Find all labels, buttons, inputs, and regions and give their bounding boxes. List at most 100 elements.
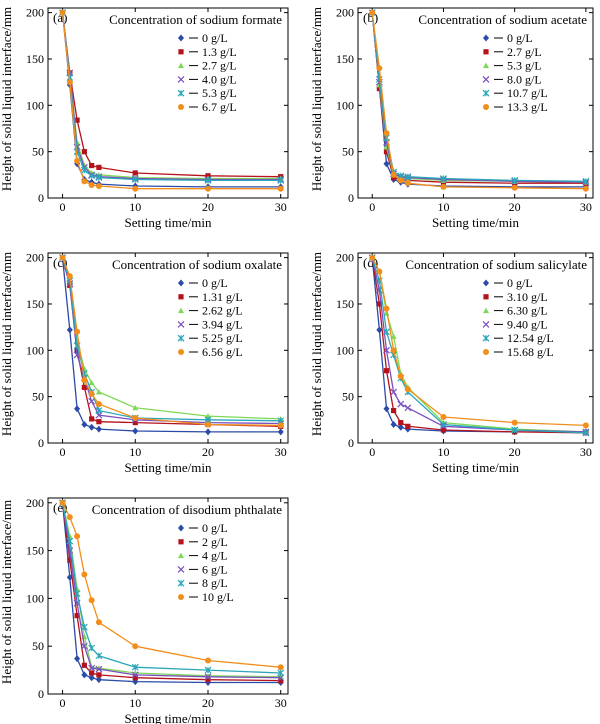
data-point bbox=[205, 185, 211, 192]
plot-frame bbox=[47, 252, 289, 444]
data-point bbox=[511, 419, 518, 426]
chart-panel-2: 0 10 20 30 0 50 100 150 200 Setting time/min Heigh… bbox=[309, 6, 594, 230]
data-point bbox=[80, 623, 88, 631]
data-point bbox=[376, 65, 383, 72]
x-tick-label: 0 bbox=[60, 200, 66, 214]
legend-marker bbox=[178, 62, 184, 69]
y-tick-label: 150 bbox=[26, 297, 44, 311]
chart-panel-5: 0 10 20 30 0 50 100 150 200 Setting time/min Heigh… bbox=[0, 496, 289, 724]
data-point bbox=[440, 183, 447, 190]
legend: 0 g/L2.7 g/L5.3 g/L8.0 g/L10.7 g/L13.3 g… bbox=[482, 31, 548, 114]
data-point bbox=[88, 423, 95, 431]
data-point bbox=[397, 177, 404, 184]
legend-label: 2.62 g/L bbox=[202, 304, 243, 318]
y-tick-label: 0 bbox=[38, 191, 44, 205]
data-point bbox=[88, 664, 96, 672]
legend-marker bbox=[177, 75, 185, 83]
data-point bbox=[80, 166, 88, 174]
x-tick-label: 0 bbox=[369, 200, 375, 214]
data-point bbox=[383, 368, 390, 374]
data-point bbox=[582, 185, 589, 192]
data-point bbox=[96, 419, 102, 425]
data-point bbox=[95, 665, 103, 673]
legend-label: 6 g/L bbox=[202, 562, 228, 576]
legend-label: 8 g/L bbox=[202, 576, 228, 590]
y-tick-label: 0 bbox=[348, 436, 354, 450]
data-point bbox=[383, 328, 390, 336]
legend-label: 5.3 g/L bbox=[202, 86, 237, 100]
legend-label: 2 g/L bbox=[202, 535, 228, 549]
data-point bbox=[404, 180, 411, 187]
data-point bbox=[88, 397, 96, 405]
y-axis-label: Height of solid liquid interface/mm bbox=[0, 500, 14, 684]
data-point bbox=[59, 254, 66, 261]
data-point bbox=[73, 148, 81, 156]
legend-marker bbox=[482, 320, 490, 328]
legend-label: 12.54 g/L bbox=[507, 331, 554, 345]
legend: 0 g/L1.3 g/L2.7 g/L4.0 g/L5.3 g/L6.7 g/L bbox=[177, 31, 237, 114]
data-point bbox=[67, 557, 73, 563]
series-line bbox=[61, 502, 281, 684]
series-line bbox=[61, 12, 281, 182]
legend-label: 6.56 g/L bbox=[202, 345, 243, 359]
series-2 bbox=[59, 10, 284, 180]
x-tick-label: 30 bbox=[275, 696, 287, 710]
data-point bbox=[277, 669, 285, 677]
series-1 bbox=[369, 9, 589, 191]
data-point bbox=[81, 149, 87, 155]
data-point bbox=[205, 413, 211, 419]
data-point bbox=[95, 676, 102, 684]
series-line bbox=[371, 12, 586, 188]
series-4 bbox=[59, 9, 285, 183]
legend-label: 15.68 g/L bbox=[507, 345, 554, 359]
data-point bbox=[376, 326, 383, 334]
data-point bbox=[88, 182, 95, 189]
data-point bbox=[376, 301, 382, 307]
y-axis-label: Height of solid liquid interface/mm bbox=[309, 252, 324, 436]
x-tick-label: 0 bbox=[60, 696, 66, 710]
legend-marker bbox=[178, 104, 184, 110]
legend: 0 g/L1.31 g/L2.62 g/L3.94 g/L5.25 g/L6.5… bbox=[177, 276, 243, 359]
data-point bbox=[81, 662, 87, 668]
legend-marker bbox=[178, 539, 184, 545]
data-point bbox=[132, 427, 139, 435]
data-point bbox=[74, 655, 81, 663]
legend-marker bbox=[178, 34, 184, 42]
series-line bbox=[61, 502, 281, 674]
data-point bbox=[277, 428, 284, 436]
chart-title: Concentration of disodium phthalate bbox=[92, 502, 282, 517]
data-point bbox=[440, 421, 447, 428]
data-point bbox=[66, 537, 74, 545]
data-point bbox=[89, 162, 95, 169]
data-point bbox=[95, 174, 103, 182]
series-4 bbox=[368, 254, 590, 436]
data-point bbox=[204, 673, 212, 681]
data-point bbox=[81, 671, 88, 679]
x-axis-label: Setting time/min bbox=[124, 215, 212, 230]
data-point bbox=[440, 427, 447, 433]
legend-marker bbox=[483, 104, 489, 110]
data-point bbox=[397, 373, 404, 380]
data-point bbox=[132, 420, 138, 426]
x-tick-label: 20 bbox=[202, 696, 214, 710]
data-point bbox=[397, 423, 404, 431]
x-axis-label: Setting time/min bbox=[124, 460, 212, 475]
series-6 bbox=[59, 254, 284, 429]
series-line bbox=[61, 257, 281, 420]
legend-marker bbox=[483, 307, 489, 314]
chart-title: Concentration of sodium oxalate bbox=[112, 257, 282, 272]
chart-panel-4: 0 10 20 30 0 50 100 150 200 Setting time/min Heigh… bbox=[309, 251, 594, 475]
data-point bbox=[73, 590, 81, 598]
x-tick-label: 30 bbox=[580, 200, 592, 214]
data-point bbox=[81, 420, 88, 428]
series-3 bbox=[59, 9, 284, 182]
data-point bbox=[383, 130, 390, 137]
data-point bbox=[277, 422, 284, 429]
series-line bbox=[61, 12, 281, 180]
legend-label: 10 g/L bbox=[202, 590, 234, 604]
legend-label: 4.0 g/L bbox=[202, 72, 237, 86]
chart-title: Concentration of sodium acetate bbox=[418, 12, 587, 27]
legend-marker bbox=[178, 524, 184, 532]
legend-label: 10.7 g/L bbox=[507, 86, 548, 100]
data-point bbox=[89, 416, 95, 422]
